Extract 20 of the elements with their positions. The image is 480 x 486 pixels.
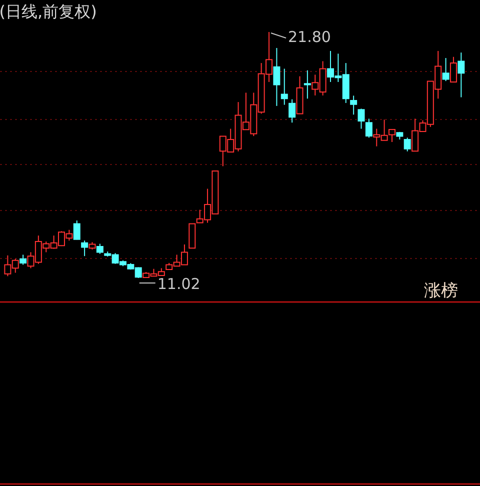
text: 涨榜 [424,281,458,301]
candlestick [280,68,288,106]
candlestick [81,240,88,257]
candlestick [73,220,80,240]
candlestick [350,95,358,116]
annotation: 21.80 [288,28,331,46]
candlestick [288,98,296,124]
candlestick [304,70,311,100]
candlestick [450,56,457,82]
candlestick [388,128,396,142]
candlestick [458,52,465,98]
candlestick [404,137,411,152]
candlestick [96,243,104,254]
candlestick [358,108,365,130]
candlestick [365,118,372,138]
annotation: 11.02 [157,275,200,293]
candlestick [20,254,27,266]
candlestick [442,58,450,82]
chart-title: (日线,前复权) [0,2,97,21]
candlestick [273,47,280,106]
